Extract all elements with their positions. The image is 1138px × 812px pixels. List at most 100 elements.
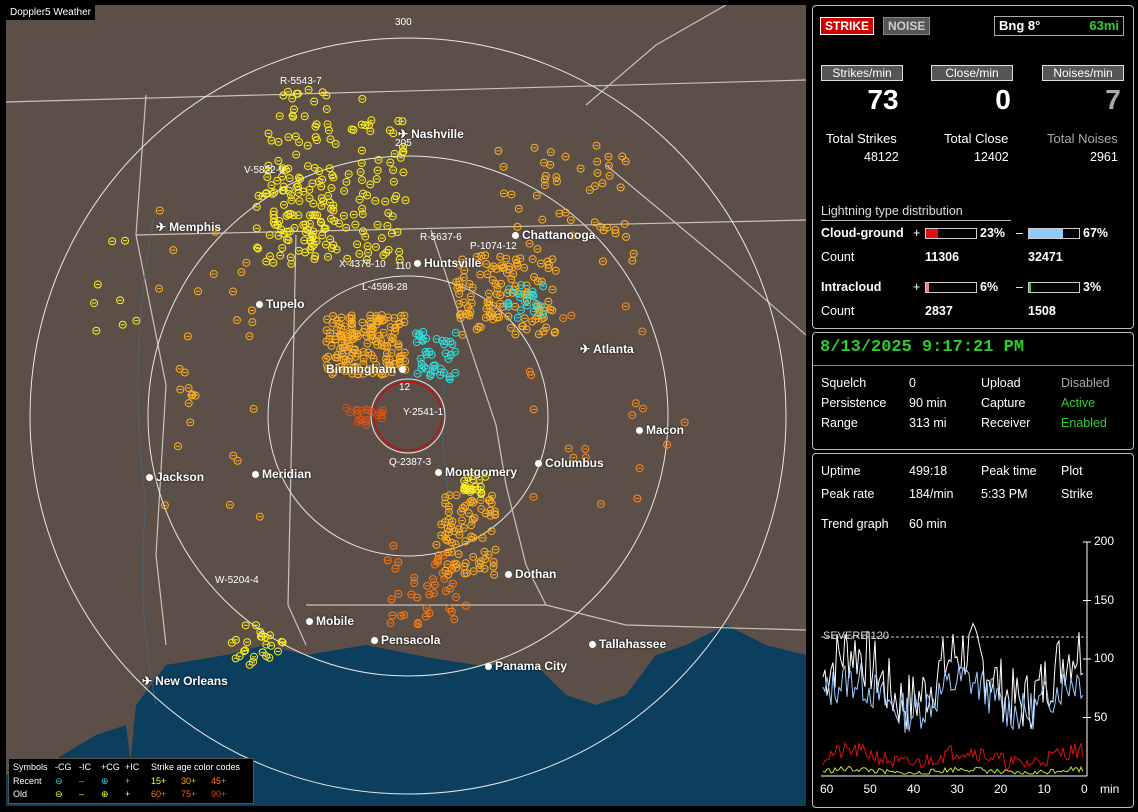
strike-marker: [359, 189, 368, 198]
lightning-map[interactable]: Doppler5 Weather 300 205 110 12 ✈ Nashvil…: [6, 5, 806, 806]
strike-marker: [184, 399, 193, 408]
city-dot-icon: [252, 470, 259, 478]
strike-marker: [348, 348, 357, 357]
strike-marker: [279, 186, 288, 195]
storm-label[interactable]: P-1074-12: [470, 241, 517, 252]
strike-marker: [241, 621, 250, 630]
strike-marker: [443, 536, 452, 545]
strike-marker: [532, 300, 541, 309]
strike-marker: [427, 350, 436, 359]
strike-marker: [242, 258, 251, 267]
strike-marker: [273, 221, 282, 230]
city-macon: Macon: [636, 423, 684, 437]
strike-marker: [269, 207, 278, 216]
strike-marker: [329, 311, 338, 320]
persistence-value[interactable]: 90 min: [909, 396, 947, 410]
plot-mode[interactable]: Strike: [1061, 487, 1093, 501]
strike-marker: [265, 231, 274, 240]
close-per-min-label: Close/min: [931, 65, 1013, 81]
strike-marker: [358, 176, 367, 185]
strike-marker: [470, 514, 479, 523]
storm-label[interactable]: L-4598-28: [362, 282, 408, 293]
strike-marker: [311, 122, 320, 131]
strike-marker: [425, 590, 434, 599]
upload-status[interactable]: Disabled: [1061, 376, 1110, 390]
strike-marker: [474, 559, 483, 568]
storm-label[interactable]: R-5637-6: [420, 232, 462, 243]
strike-marker: [93, 280, 102, 289]
close-per-min-value: 0: [995, 84, 1011, 115]
strike-marker: [377, 370, 386, 379]
strike-marker: [304, 85, 313, 94]
strike-marker: [366, 317, 375, 326]
storm-label[interactable]: R-5543-7: [280, 76, 322, 87]
strike-marker: [481, 555, 490, 564]
strike-marker: [349, 335, 358, 344]
strike-marker: [273, 176, 282, 185]
strike-marker: [426, 370, 435, 379]
y-tick-label: 50: [1094, 709, 1108, 724]
strike-marker: [461, 537, 470, 546]
strike-marker: [379, 328, 388, 337]
strike-marker: [351, 220, 360, 229]
strike-marker: [278, 638, 287, 647]
strike-marker: [90, 299, 99, 308]
strike-marker: [468, 515, 477, 524]
storm-label[interactable]: Q-2387-3: [389, 457, 432, 468]
strike-marker: [322, 105, 331, 114]
airport-icon: ✈: [398, 127, 409, 141]
strike-marker: [460, 562, 469, 571]
strike-marker: [536, 302, 545, 311]
storm-label[interactable]: V-5822-9: [244, 165, 285, 176]
strike-marker: [384, 209, 393, 218]
strike-marker: [305, 194, 314, 203]
ic-pos-pct: 6%: [980, 280, 999, 294]
strike-marker: [472, 252, 481, 261]
trend-window[interactable]: 60 min: [909, 517, 947, 531]
strike-marker: [327, 184, 336, 193]
strike-marker: [496, 291, 505, 300]
strike-marker: [500, 189, 509, 198]
strike-marker: [629, 249, 638, 258]
trend-graph: [821, 541, 1091, 777]
strike-marker: [461, 501, 470, 510]
strike-marker: [422, 350, 431, 359]
strike-marker: [269, 218, 278, 227]
noise-mode-button[interactable]: NOISE: [883, 17, 931, 35]
strike-marker: [337, 362, 346, 371]
strike-marker: [450, 615, 459, 624]
strike-marker: [432, 335, 441, 344]
strikes-per-min-value: 73: [867, 84, 899, 115]
strikes-per-min-label: Strikes/min: [821, 65, 903, 81]
strike-mode-button[interactable]: STRIKE: [820, 17, 875, 35]
storm-label[interactable]: W-5204-4: [215, 575, 259, 586]
total-strikes-series: [822, 622, 1084, 730]
city-dot-icon: [306, 617, 313, 625]
strike-marker: [395, 247, 404, 256]
strike-marker: [349, 363, 358, 372]
storm-label[interactable]: Y-2541-1: [403, 407, 444, 418]
strike-marker: [366, 319, 375, 328]
strike-marker: [546, 160, 555, 169]
strike-marker: [485, 289, 494, 298]
capture-status[interactable]: Active: [1061, 396, 1096, 410]
cg-neg-pct: 67%: [1083, 226, 1109, 240]
strike-marker: [394, 589, 403, 598]
strike-marker: [317, 201, 326, 210]
range-value[interactable]: 313 mi: [909, 416, 947, 430]
strike-marker: [445, 373, 454, 382]
strike-marker: [240, 647, 249, 656]
strike-marker: [459, 298, 468, 307]
strike-marker: [635, 464, 644, 473]
strike-marker: [358, 94, 367, 103]
strike-marker: [357, 120, 366, 129]
strike-marker: [342, 177, 351, 186]
x-tick-label: 50: [863, 782, 877, 796]
storm-label[interactable]: X-4376-10: [339, 259, 386, 270]
squelch-value[interactable]: 0: [909, 376, 916, 390]
strike-marker: [469, 567, 478, 576]
strike-marker: [550, 328, 559, 337]
receiver-status[interactable]: Enabled: [1061, 416, 1107, 430]
strike-marker: [363, 339, 372, 348]
strike-marker: [486, 511, 495, 520]
